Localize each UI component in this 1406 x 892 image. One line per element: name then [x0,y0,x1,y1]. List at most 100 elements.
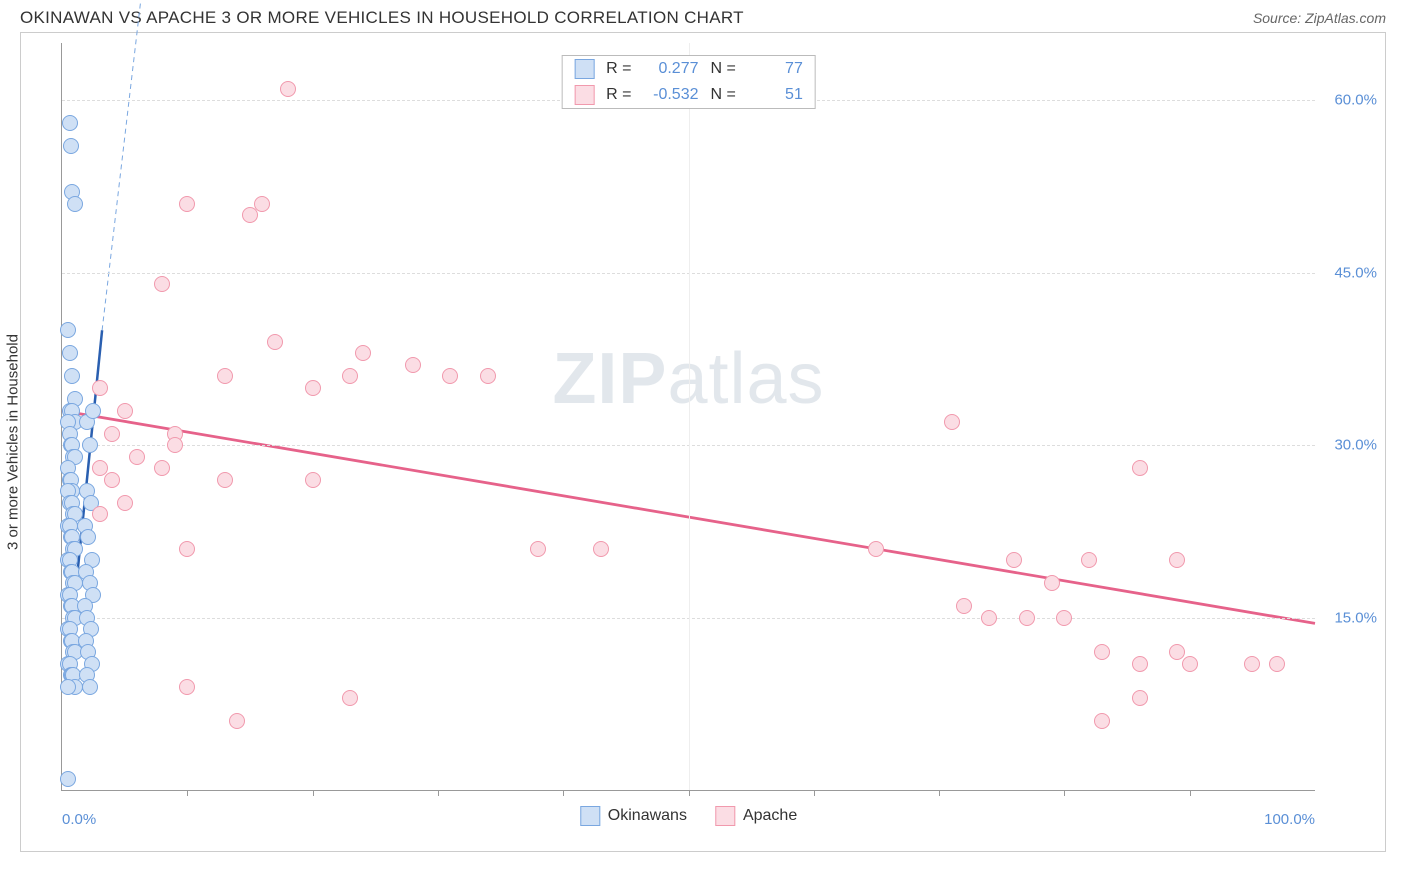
chart-title: OKINAWAN VS APACHE 3 OR MORE VEHICLES IN… [20,8,744,28]
scatter-point [92,506,108,522]
scatter-point [1006,552,1022,568]
n-label: N = [711,60,736,78]
legend-label: Okinawans [608,807,687,825]
scatter-point [868,541,884,557]
n-value: 77 [748,60,803,78]
scatter-point [530,541,546,557]
x-tick [187,790,188,796]
scatter-point [1094,644,1110,660]
scatter-point [62,115,78,131]
r-label: R = [606,60,631,78]
legend-swatch-icon [580,806,600,826]
scatter-point [1132,690,1148,706]
scatter-point [305,380,321,396]
scatter-point [179,679,195,695]
title-bar: OKINAWAN VS APACHE 3 OR MORE VEHICLES IN… [0,0,1406,32]
y-tick-label: 15.0% [1334,609,1377,626]
x-tick [563,790,564,796]
scatter-point [154,276,170,292]
x-tick [1190,790,1191,796]
scatter-point [64,368,80,384]
scatter-point [117,495,133,511]
x-tick-label: 0.0% [62,811,96,828]
x-tick [313,790,314,796]
scatter-point [167,437,183,453]
r-label: R = [606,86,631,104]
n-value: 51 [748,86,803,104]
scatter-point [117,403,133,419]
scatter-point [355,345,371,361]
scatter-point [104,472,120,488]
x-tick [1064,790,1065,796]
y-tick-label: 45.0% [1334,264,1377,281]
scatter-point [1044,575,1060,591]
scatter-point [593,541,609,557]
chart-container: 3 or more Vehicles in Household ZIPatlas… [20,32,1386,852]
legend-label: Apache [743,807,797,825]
n-label: N = [711,86,736,104]
scatter-point [280,81,296,97]
legend-item-okinawans: Okinawans [580,806,687,826]
x-tick [939,790,940,796]
r-value: -0.532 [644,86,699,104]
scatter-point [67,196,83,212]
legend-swatch-okinawans [574,59,594,79]
watermark-light: atlas [667,339,824,419]
scatter-point [405,357,421,373]
scatter-point [62,345,78,361]
scatter-point [1132,656,1148,672]
scatter-point [179,541,195,557]
scatter-point [480,368,496,384]
scatter-point [60,679,76,695]
legend-swatch-icon [715,806,735,826]
scatter-point [80,529,96,545]
scatter-point [342,690,358,706]
gridline-v [689,43,690,790]
scatter-point [129,449,145,465]
watermark-bold: ZIP [552,339,667,419]
scatter-point [1132,460,1148,476]
scatter-point [442,368,458,384]
scatter-point [1244,656,1260,672]
scatter-point [60,322,76,338]
legend-row-apache: R = -0.532 N = 51 [562,82,815,108]
plot-area: ZIPatlas R = 0.277 N = 77 R = -0.532 N =… [61,43,1315,791]
scatter-point [82,437,98,453]
r-value: 0.277 [644,60,699,78]
x-tick [438,790,439,796]
scatter-point [85,403,101,419]
scatter-point [267,334,283,350]
correlation-legend: R = 0.277 N = 77 R = -0.532 N = 51 [561,55,816,109]
scatter-point [242,207,258,223]
y-tick-label: 30.0% [1334,437,1377,454]
scatter-point [944,414,960,430]
y-tick-label: 60.0% [1334,92,1377,109]
x-tick [814,790,815,796]
scatter-point [179,196,195,212]
scatter-point [1169,552,1185,568]
scatter-point [981,610,997,626]
scatter-point [1056,610,1072,626]
legend-row-okinawans: R = 0.277 N = 77 [562,56,815,82]
y-axis-label: 3 or more Vehicles in Household [5,334,22,550]
scatter-point [92,380,108,396]
scatter-point [217,472,233,488]
scatter-point [254,196,270,212]
scatter-point [154,460,170,476]
scatter-point [217,368,233,384]
scatter-point [82,679,98,695]
scatter-point [104,426,120,442]
scatter-point [342,368,358,384]
scatter-point [60,771,76,787]
scatter-point [1182,656,1198,672]
scatter-point [1094,713,1110,729]
scatter-point [1019,610,1035,626]
scatter-point [229,713,245,729]
legend-item-apache: Apache [715,806,797,826]
legend-swatch-apache [574,85,594,105]
scatter-point [305,472,321,488]
scatter-point [63,138,79,154]
scatter-point [1269,656,1285,672]
series-legend: Okinawans Apache [580,806,797,826]
scatter-point [956,598,972,614]
